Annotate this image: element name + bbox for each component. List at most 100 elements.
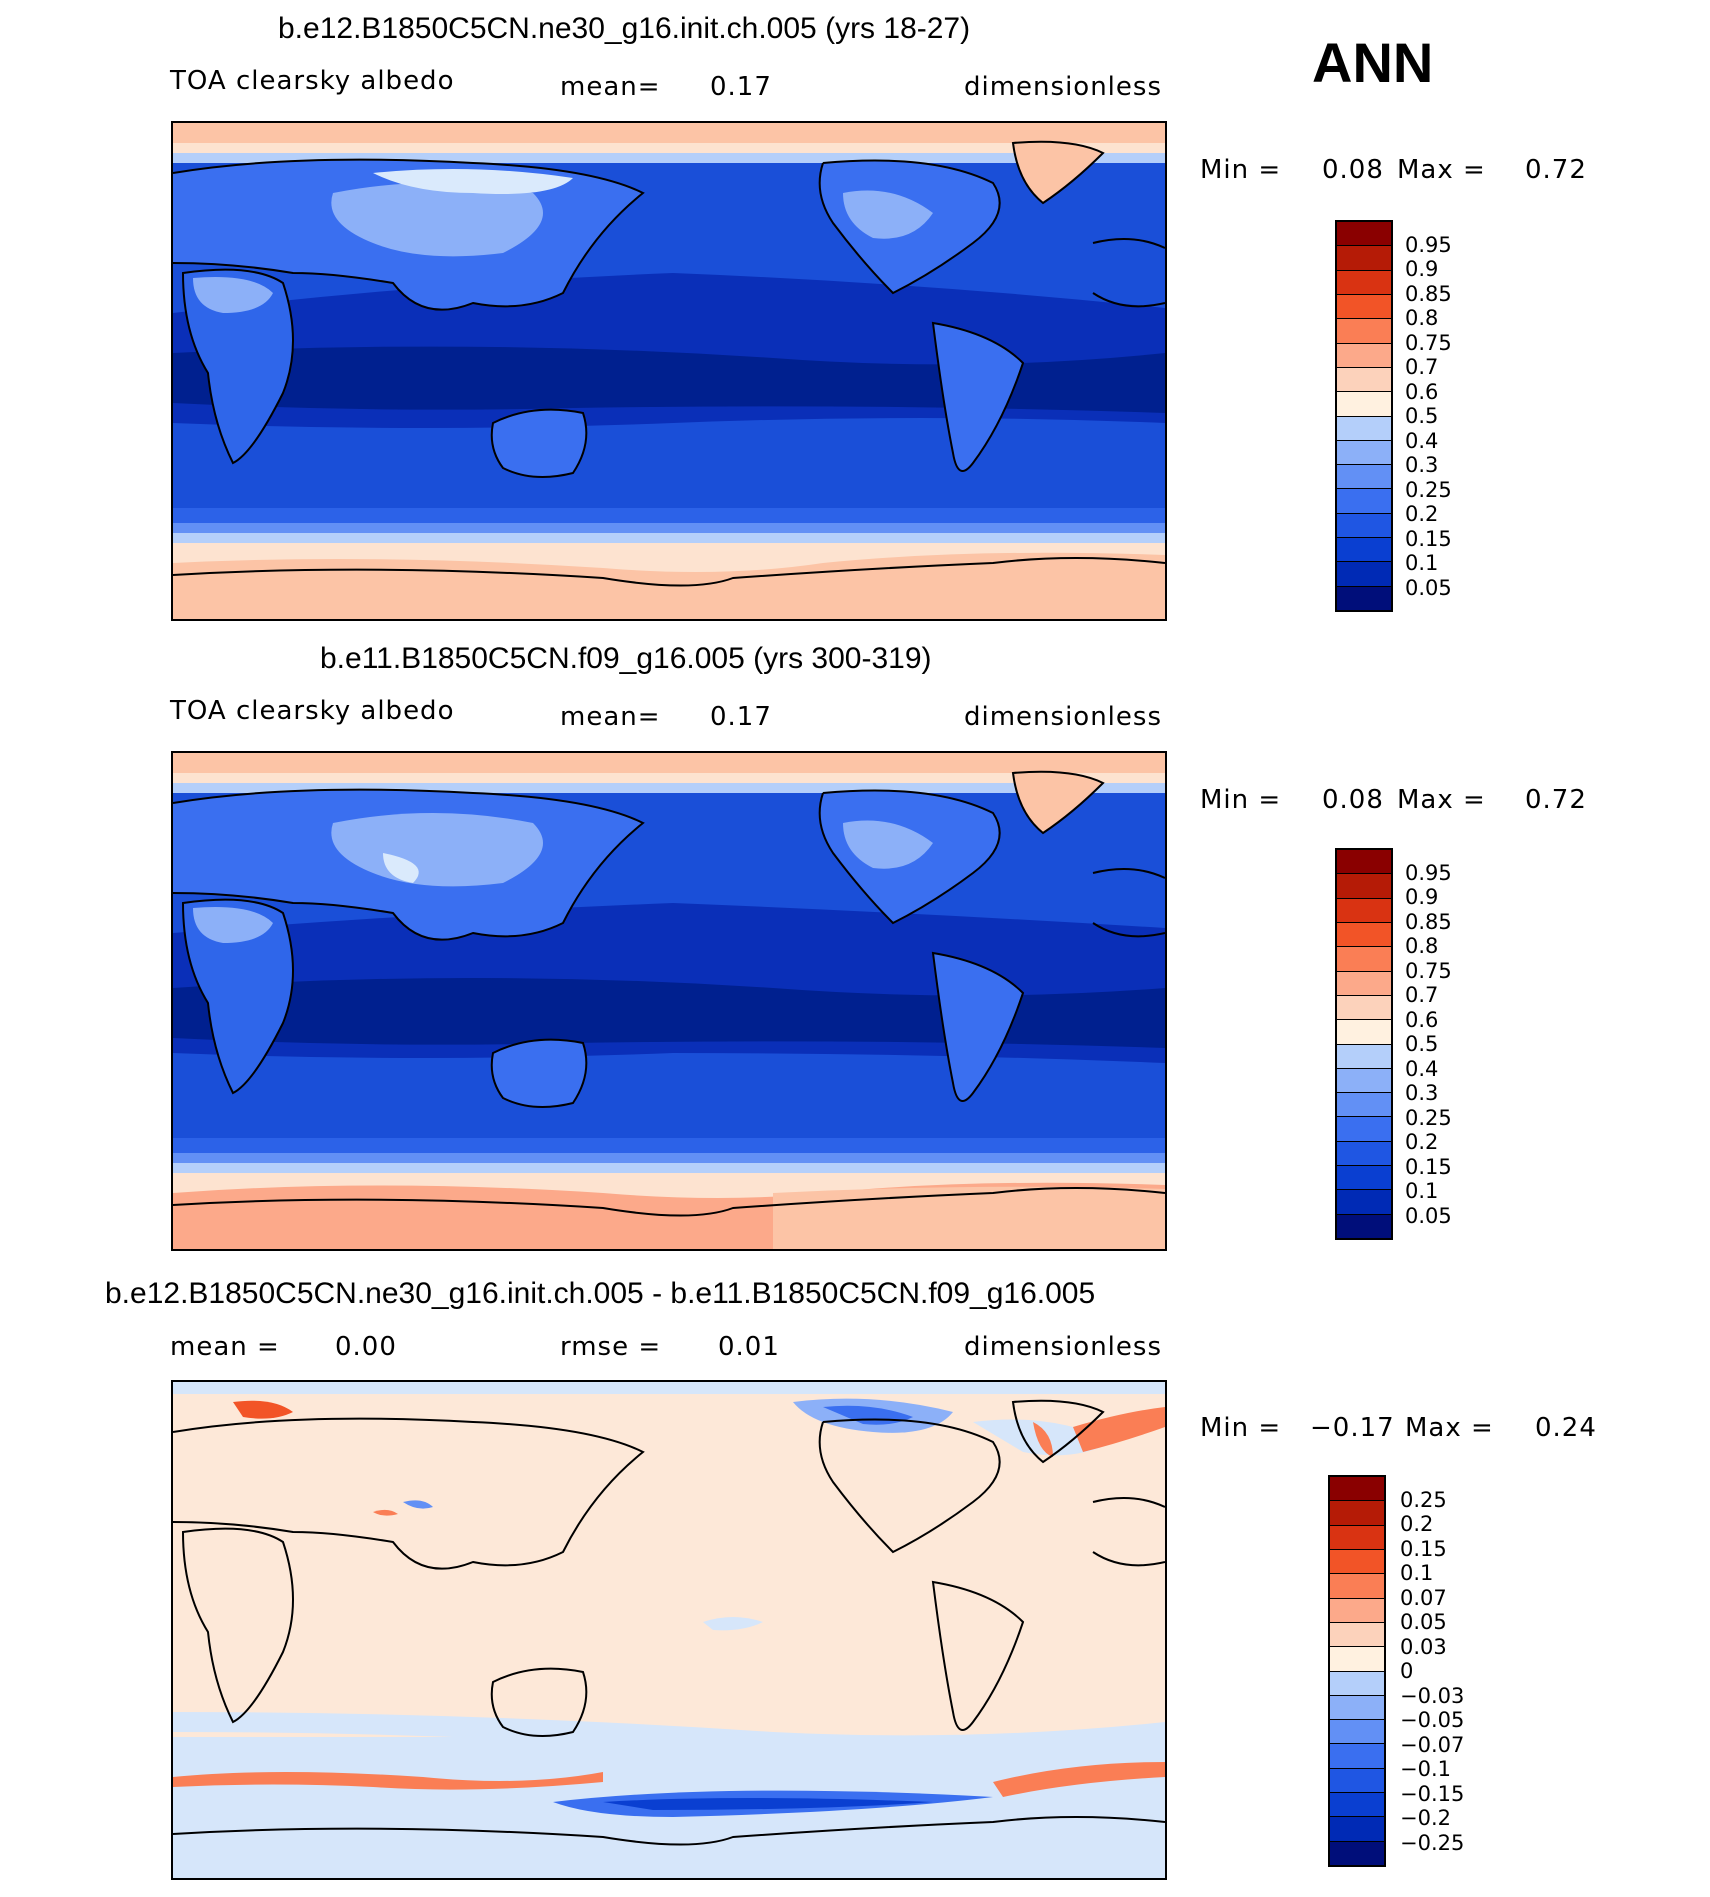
panel-1-max-value: 0.72 [1525,155,1587,185]
panel-2-min-label: Min = [1200,785,1282,815]
panel-1-mean-value: 0.17 [710,72,772,102]
panel-2-map-field [173,753,1165,1249]
colorbar-swatch [1330,1598,1384,1623]
colorbar-tick-label: 0.95 [1405,860,1452,885]
colorbar-swatch [1337,1166,1391,1191]
colorbar-tick-label: 0.1 [1405,551,1439,575]
colorbar-tick-label: 0.7 [1405,983,1439,1007]
colorbar-tick-label: 0.5 [1405,404,1439,428]
colorbar-tick-label: 0.75 [1405,330,1452,355]
colorbar-swatch [1337,874,1391,899]
colorbar-swatch [1337,1214,1391,1238]
colorbar-swatch [1337,513,1391,539]
colorbar-tick-label: 0.05 [1405,1203,1452,1228]
colorbar-swatch [1337,562,1391,587]
colorbar-swatch [1337,392,1391,417]
colorbar-tick-label: 0.05 [1400,1610,1447,1634]
panel-2-mean-value: 0.17 [710,702,772,732]
colorbar-swatch [1337,367,1391,393]
colorbar-tick-label: 0.25 [1405,477,1452,502]
colorbar-swatch [1337,416,1391,441]
colorbar-swatch [1337,971,1391,996]
colorbar-swatch [1330,1793,1384,1818]
panel-3-rmse-value: 0.01 [718,1332,780,1362]
colorbar-tick-label: 0.3 [1405,453,1439,477]
colorbar-tick-label: 0.9 [1405,885,1439,909]
colorbar-swatch [1337,440,1391,466]
colorbar-tick-label: 0.3 [1405,1081,1439,1105]
colorbar-swatch [1337,319,1391,344]
colorbar-swatch [1337,343,1391,368]
panel-2-title: b.e11.B1850C5CN.f09_g16.005 (yrs 300-319… [320,642,932,675]
panel-2-max-value: 0.72 [1525,785,1587,815]
colorbar-tick-label: −0.2 [1400,1806,1451,1830]
colorbar-swatch [1337,1044,1391,1069]
colorbar-swatch [1330,1574,1384,1599]
colorbar-swatch [1337,465,1391,490]
colorbar-swatch [1337,850,1391,875]
colorbar-swatch [1337,947,1391,972]
colorbar-swatch [1330,1622,1384,1648]
colorbar-swatch [1337,922,1391,948]
colorbar-swatch [1330,1817,1384,1842]
colorbar-swatch [1337,538,1391,563]
colorbar-tick-label: −0.1 [1400,1757,1451,1781]
colorbar-tick-label: 0.15 [1405,1154,1452,1179]
colorbar-swatch [1330,1525,1384,1550]
colorbar-tick-label: −0.03 [1400,1683,1465,1708]
colorbar-tick-label: −0.15 [1400,1781,1465,1806]
panel-3-colorbar [1328,1475,1386,1867]
colorbar-tick-label: 0.8 [1405,306,1439,330]
colorbar-swatch [1337,246,1391,271]
colorbar-tick-label: −0.25 [1400,1830,1465,1855]
colorbar-tick-label: 0.6 [1405,1007,1439,1032]
colorbar-tick-label: 0.2 [1405,1130,1439,1154]
panel-1-max-label: Max = [1397,155,1486,185]
season-label: ANN [1312,31,1434,94]
colorbar-swatch [1330,1744,1384,1769]
colorbar-swatch [1337,1141,1391,1167]
colorbar-swatch [1337,1117,1391,1142]
panel-2-variable-label: TOA clearsky albedo [170,696,455,726]
colorbar-tick-label: 0.9 [1405,257,1439,281]
colorbar-swatch [1337,586,1391,610]
panel-3-title: b.e12.B1850C5CN.ne30_g16.init.ch.005 - b… [105,1277,1096,1310]
colorbar-tick-label: 0.75 [1405,958,1452,983]
colorbar-swatch [1330,1501,1384,1526]
panel-1-map-field [173,123,1165,619]
colorbar-swatch [1337,1093,1391,1118]
colorbar-tick-label: 0.4 [1405,1056,1439,1081]
colorbar-tick-label: 0.25 [1400,1487,1447,1512]
panel-3-rmse-label: rmse = [560,1332,662,1362]
colorbar-tick-label: 0.4 [1405,428,1439,453]
panel-3-mean-label: mean = [170,1332,280,1362]
colorbar-tick-label: 0.15 [1405,526,1452,551]
panel-2-units: dimensionless [964,702,1162,732]
colorbar-tick-label: 0.05 [1405,575,1452,600]
panel-2-mean-label: mean= [560,702,661,732]
colorbar-swatch [1337,1020,1391,1045]
colorbar-tick-label: 0.25 [1405,1105,1452,1130]
colorbar-swatch [1337,489,1391,514]
colorbar-tick-label: 0.6 [1405,379,1439,404]
panel-3-min-value: −0.17 [1310,1413,1395,1443]
colorbar-tick-label: 0.07 [1400,1585,1447,1610]
panel-3-units: dimensionless [964,1332,1162,1362]
panel-3-mean-value: 0.00 [335,1332,397,1362]
panel-3-max-label: Max = [1405,1413,1494,1443]
panel-3-max-value: 0.24 [1535,1413,1597,1443]
colorbar-swatch [1337,294,1391,320]
colorbar-swatch [1330,1841,1384,1865]
colorbar-tick-label: 0.2 [1400,1512,1434,1536]
panel-3-map-field [173,1382,1165,1878]
colorbar-tick-label: 0.2 [1405,502,1439,526]
panel-2-max-label: Max = [1397,785,1486,815]
colorbar-tick-label: 0.03 [1400,1634,1447,1659]
colorbar-swatch [1337,1068,1391,1094]
colorbar-swatch [1330,1671,1384,1696]
colorbar-swatch [1330,1647,1384,1672]
panel-1-variable-label: TOA clearsky albedo [170,66,455,96]
panel-3-min-label: Min = [1200,1413,1282,1443]
colorbar-swatch [1330,1720,1384,1745]
